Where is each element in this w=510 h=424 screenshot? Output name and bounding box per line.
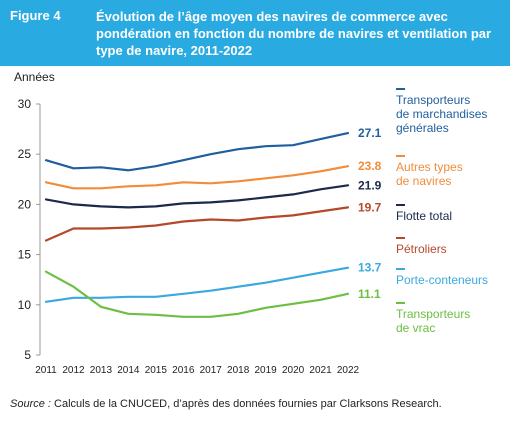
legend-label: Porte-conteneurs [396, 273, 489, 287]
x-tick-label: 2012 [62, 365, 85, 376]
legend-swatch [396, 155, 405, 157]
x-tick-label: 2015 [145, 365, 168, 376]
legend-label: de marchandises [396, 107, 488, 121]
source-note: Source : Calculs de la CNUCED, d’après d… [10, 398, 505, 410]
series-line [44, 206, 350, 242]
source-label: Source : [10, 398, 51, 410]
figure-label: Figure 4 [10, 8, 61, 23]
legend-label: Flotte total [396, 209, 453, 223]
series-line [44, 132, 350, 172]
y-axis-title: Années [14, 70, 55, 84]
y-tick-label: 30 [18, 97, 32, 111]
data-label: 27.1 [358, 126, 382, 140]
legend-swatch [396, 204, 405, 206]
x-tick-label: 2020 [282, 365, 305, 376]
data-label: 23.8 [358, 159, 382, 173]
legend-swatch [396, 268, 405, 270]
x-tick-label: 2021 [309, 365, 332, 376]
data-label: 21.9 [358, 178, 382, 192]
y-tick-label: 15 [18, 248, 32, 262]
data-label: 11.1 [358, 287, 381, 301]
data-label: 19.7 [358, 200, 382, 214]
series-line [44, 266, 350, 303]
legend-label: Autres types [396, 160, 463, 174]
series-line [44, 270, 350, 318]
source-text: Calculs de la CNUCED, d’après des donnée… [50, 398, 442, 410]
legend-item: Pétroliers [396, 237, 508, 256]
y-tick-label: 20 [18, 197, 32, 211]
legend-item: Transporteurs de marchandises générales [396, 88, 508, 135]
legend-swatch [396, 302, 405, 304]
series-line [44, 184, 350, 209]
legend-label: Transporteurs [396, 307, 471, 321]
figure-title: Évolution de l’âge moyen des navires de … [96, 9, 492, 58]
data-label: 13.7 [358, 261, 382, 275]
legend-label: Transporteurs [396, 93, 471, 107]
figure-header: Figure 4 Évolution de l’âge moyen des na… [0, 0, 510, 66]
series-line [44, 165, 350, 190]
legend-item: Autres types de navires [396, 155, 508, 188]
legend-item: Porte-conteneurs [396, 268, 508, 287]
x-tick-label: 2022 [337, 365, 360, 376]
x-tick-label: 2014 [117, 365, 140, 376]
x-tick-label: 2018 [227, 365, 250, 376]
x-tick-label: 2016 [172, 365, 195, 376]
x-tick-label: 2013 [90, 365, 113, 376]
legend-item: Transporteurs de vrac [396, 302, 508, 335]
legend-swatch [396, 88, 405, 90]
legend-label: Pétroliers [396, 242, 447, 256]
legend-label: générales [396, 121, 449, 135]
legend-label: de navires [396, 174, 452, 188]
x-tick-label: 2019 [255, 365, 278, 376]
x-tick-label: 2011 [35, 365, 57, 376]
legend-item: Flotte total [396, 204, 508, 223]
y-tick-label: 25 [18, 147, 32, 161]
x-tick-label: 2017 [200, 365, 223, 376]
legend-swatch [396, 237, 405, 239]
legend-label: de vrac [396, 321, 436, 335]
y-tick-label: 5 [24, 348, 31, 362]
y-tick-label: 10 [18, 298, 32, 312]
